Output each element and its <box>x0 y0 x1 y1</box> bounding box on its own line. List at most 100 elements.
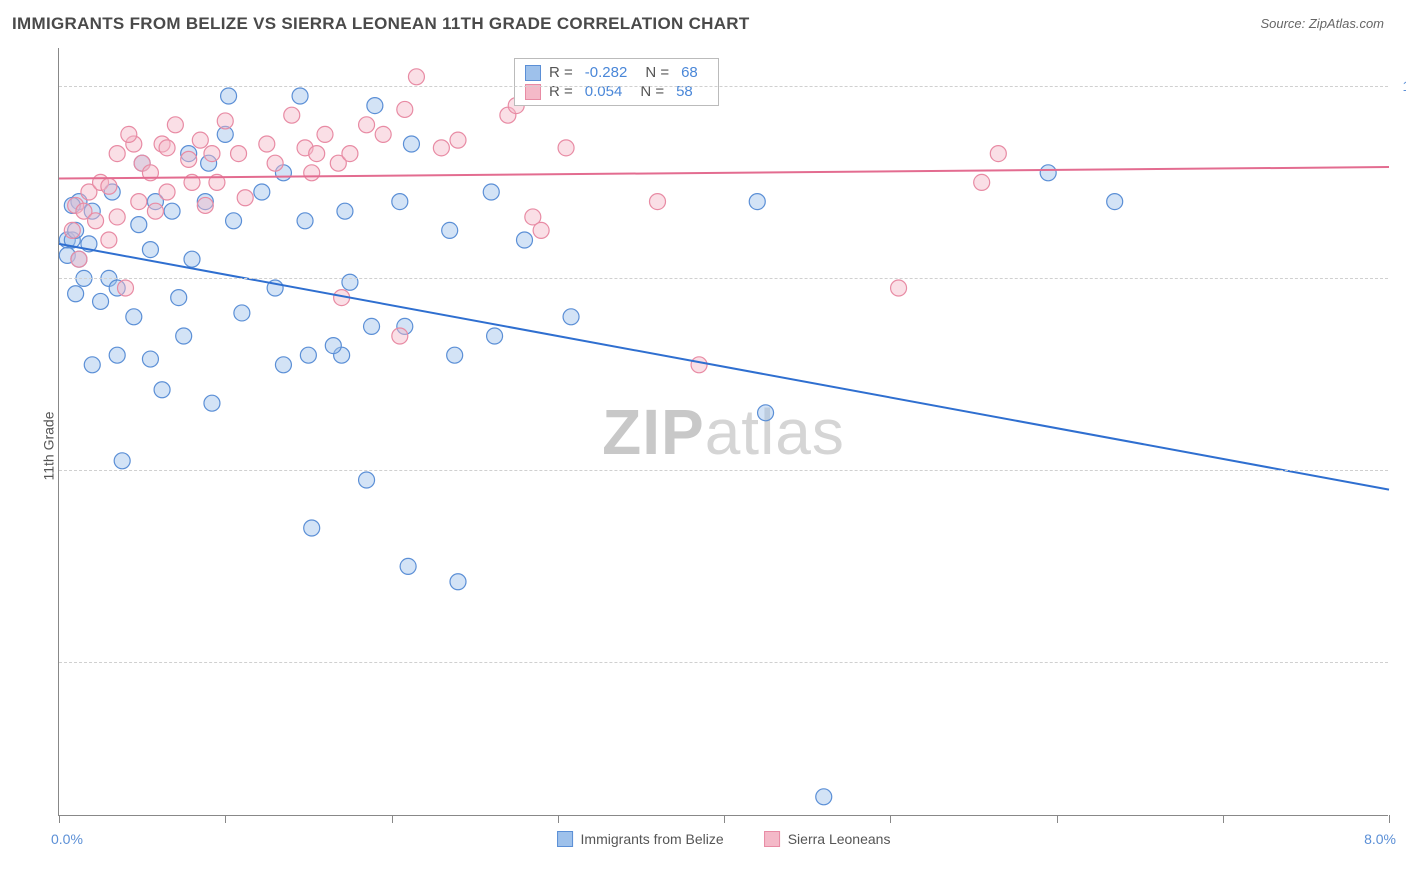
correlation-legend: R = -0.282 N = 68 R = 0.054 N = 58 <box>514 58 719 106</box>
data-point <box>71 251 87 267</box>
n-value-belize: 68 <box>681 64 698 81</box>
data-point <box>317 126 333 142</box>
data-point <box>93 293 109 309</box>
data-point <box>275 357 291 373</box>
data-point <box>517 232 533 248</box>
chart-title: IMMIGRANTS FROM BELIZE VS SIERRA LEONEAN… <box>12 14 750 34</box>
data-point <box>101 178 117 194</box>
data-point <box>154 382 170 398</box>
data-point <box>367 98 383 114</box>
data-point <box>226 213 242 229</box>
data-point <box>68 286 84 302</box>
data-point <box>204 146 220 162</box>
data-point <box>442 222 458 238</box>
plot-area: ZIPatlas R = -0.282 N = 68 R = 0.054 N =… <box>58 48 1388 816</box>
data-point <box>237 190 253 206</box>
data-point <box>533 222 549 238</box>
data-point <box>142 242 158 258</box>
data-point <box>450 132 466 148</box>
data-point <box>118 280 134 296</box>
data-point <box>192 132 208 148</box>
r-value-belize: -0.282 <box>585 64 628 81</box>
data-point <box>101 232 117 248</box>
gridline <box>59 278 1388 279</box>
data-point <box>84 357 100 373</box>
x-tick <box>890 815 891 823</box>
data-point <box>990 146 1006 162</box>
trend-line <box>59 244 1389 490</box>
swatch-belize <box>525 65 541 81</box>
data-point <box>816 789 832 805</box>
data-point <box>164 203 180 219</box>
data-point <box>167 117 183 133</box>
data-point <box>563 309 579 325</box>
series-legend: Immigrants from Belize Sierra Leoneans <box>557 831 891 847</box>
data-point <box>109 146 125 162</box>
y-axis-label: 11th Grade <box>41 411 57 480</box>
data-point <box>342 146 358 162</box>
data-point <box>309 146 325 162</box>
data-point <box>231 146 247 162</box>
data-point <box>176 328 192 344</box>
data-point <box>447 347 463 363</box>
data-point <box>197 197 213 213</box>
r-label: R = <box>549 64 573 81</box>
data-point <box>397 101 413 117</box>
data-point <box>304 520 320 536</box>
data-point <box>131 217 147 233</box>
data-point <box>375 126 391 142</box>
legend-row-sierra: R = 0.054 N = 58 <box>525 82 708 101</box>
gridline <box>59 470 1388 471</box>
x-tick <box>724 815 725 823</box>
gridline <box>59 662 1388 663</box>
data-point <box>204 395 220 411</box>
data-point <box>64 222 80 238</box>
data-point <box>304 165 320 181</box>
data-point <box>758 405 774 421</box>
x-tick <box>1223 815 1224 823</box>
trend-line <box>59 167 1389 179</box>
data-point <box>359 472 375 488</box>
data-point <box>1107 194 1123 210</box>
data-point <box>450 574 466 590</box>
x-tick <box>392 815 393 823</box>
data-point <box>403 136 419 152</box>
data-point <box>483 184 499 200</box>
data-point <box>181 151 197 167</box>
scatter-svg <box>59 48 1388 815</box>
data-point <box>234 305 250 321</box>
data-point <box>891 280 907 296</box>
data-point <box>254 184 270 200</box>
data-point <box>392 328 408 344</box>
data-point <box>292 88 308 104</box>
data-point <box>184 251 200 267</box>
swatch-belize <box>557 831 573 847</box>
x-tick <box>1057 815 1058 823</box>
swatch-sierra <box>764 831 780 847</box>
data-point <box>109 209 125 225</box>
data-point <box>142 351 158 367</box>
data-point <box>408 69 424 85</box>
data-point <box>974 174 990 190</box>
source-attribution: Source: ZipAtlas.com <box>1260 16 1384 31</box>
x-tick <box>558 815 559 823</box>
data-point <box>400 558 416 574</box>
x-tick <box>225 815 226 823</box>
data-point <box>364 318 380 334</box>
data-point <box>487 328 503 344</box>
n-label: N = <box>645 64 669 81</box>
data-point <box>88 213 104 229</box>
gridline <box>59 86 1388 87</box>
x-tick-min: 0.0% <box>51 831 83 847</box>
data-point <box>558 140 574 156</box>
data-point <box>297 213 313 229</box>
x-tick <box>1389 815 1390 823</box>
data-point <box>147 203 163 219</box>
legend-item-sierra: Sierra Leoneans <box>764 831 891 847</box>
data-point <box>284 107 300 123</box>
y-tick-label: 100.0% <box>1403 78 1406 94</box>
data-point <box>121 126 137 142</box>
x-tick <box>59 815 60 823</box>
data-point <box>259 136 275 152</box>
data-point <box>221 88 237 104</box>
